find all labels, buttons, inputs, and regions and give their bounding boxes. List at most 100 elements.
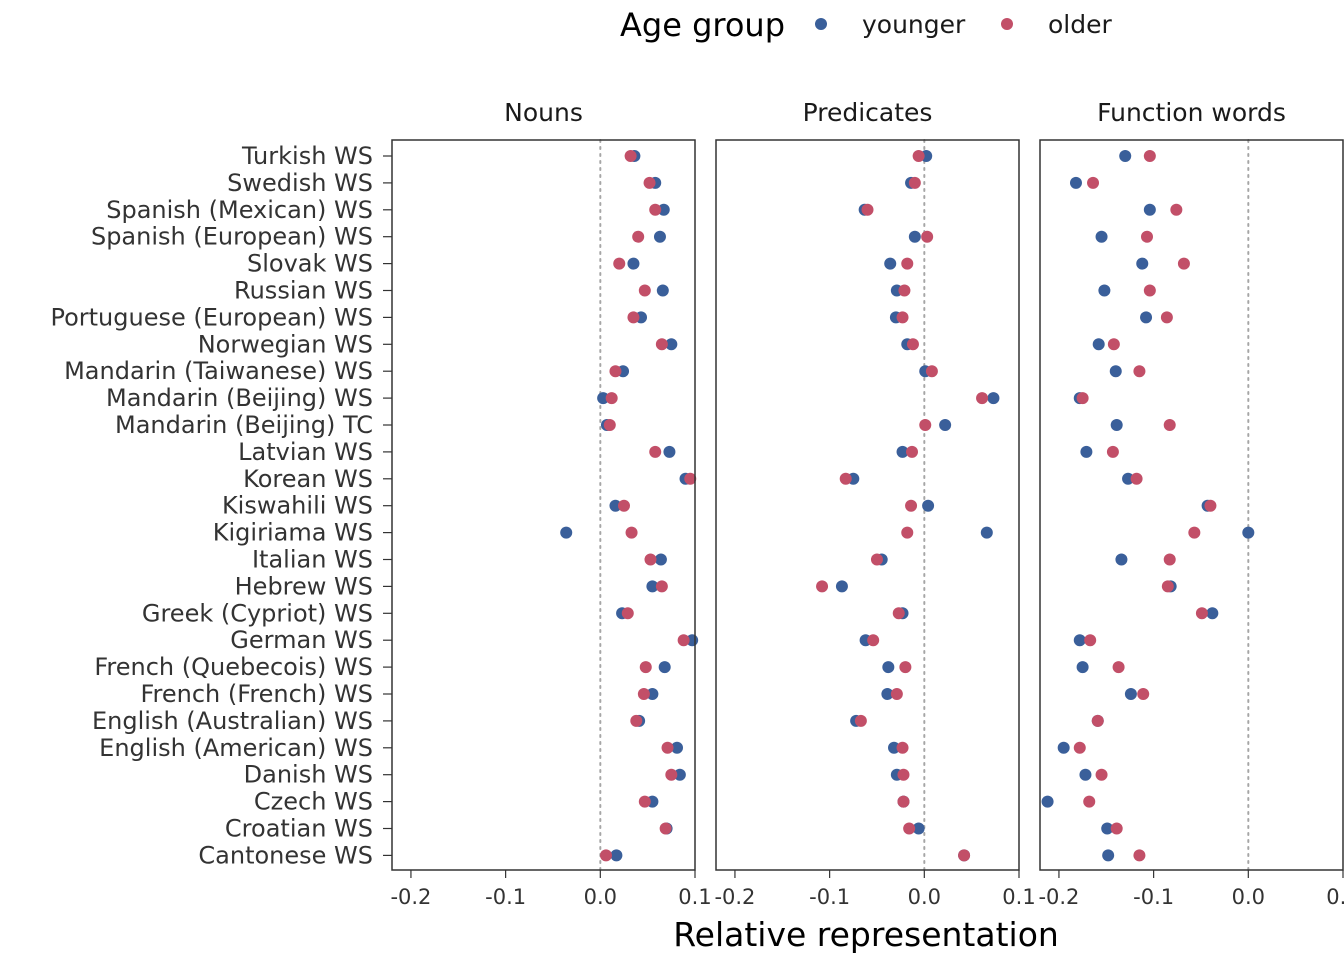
- point-younger-kigiriama-ws: [1242, 526, 1255, 539]
- point-younger-mandarin-beijing-tc: [939, 419, 952, 431]
- y-tick-label: Portuguese (European) WS: [50, 303, 373, 331]
- y-tick-label: Kigiriama WS: [213, 519, 373, 547]
- point-younger-czech-ws: [1041, 795, 1054, 808]
- point-younger-latvian-ws: [663, 445, 676, 458]
- point-older-slovak-ws: [901, 257, 914, 270]
- point-younger-spanish-european-ws: [653, 230, 666, 243]
- y-tick-label: Hebrew WS: [235, 572, 373, 600]
- y-tick-label: Kiswahili WS: [222, 492, 373, 520]
- point-younger-danish-ws: [1079, 768, 1092, 781]
- point-younger-norwegian-ws: [1092, 338, 1105, 351]
- point-older-kiswahili-ws: [1204, 499, 1217, 512]
- point-older-french-quebecois-ws: [639, 661, 652, 674]
- point-older-cantonese-ws: [599, 849, 612, 862]
- x-tick-label: -0.2: [1038, 885, 1079, 909]
- point-younger-korean-ws: [1122, 472, 1135, 485]
- point-older-swedish-ws: [1087, 176, 1100, 189]
- point-older-croatian-ws: [903, 822, 916, 835]
- point-older-russian-ws: [638, 284, 651, 297]
- point-younger-english-american-ws: [1057, 741, 1070, 754]
- y-tick-label: Mandarin (Taiwanese) WS: [64, 357, 373, 385]
- point-older-spanish-mexican-ws: [1170, 203, 1183, 216]
- point-older-english-american-ws: [661, 741, 674, 754]
- point-older-french-french-ws: [1137, 688, 1150, 700]
- point-younger-cantonese-ws: [610, 849, 623, 862]
- point-younger-mandarin-beijing-ws: [987, 392, 1000, 405]
- point-older-greek-cypriot-ws: [621, 607, 634, 620]
- point-older-portuguese-european-ws: [1160, 311, 1173, 324]
- point-older-swedish-ws: [908, 176, 921, 189]
- point-older-english-american-ws: [896, 741, 909, 754]
- y-tick-label: English (American) WS: [99, 734, 373, 762]
- point-older-czech-ws: [638, 795, 651, 808]
- point-older-english-australian-ws: [1091, 714, 1104, 727]
- point-older-hebrew-ws: [1161, 580, 1174, 593]
- y-tick-label: Mandarin (Beijing) WS: [106, 384, 373, 412]
- x-tick-label: -0.1: [485, 885, 526, 909]
- y-tick-label: French (Quebecois) WS: [94, 653, 373, 681]
- y-tick-label: Russian WS: [234, 277, 373, 305]
- legend-label-older: older: [1048, 10, 1112, 39]
- legend-title: Age group: [620, 6, 785, 44]
- point-older-korean-ws: [839, 472, 852, 485]
- facet-panels: Nouns -0.2 -0.1 0.0 0.1 Predicates -0.2 -0.1 0.0…: [390, 98, 1344, 909]
- point-younger-italian-ws: [654, 553, 667, 566]
- point-older-english-australian-ws: [630, 714, 643, 727]
- point-younger-french-french-ws: [646, 688, 659, 700]
- point-younger-kiswahili-ws: [922, 499, 935, 512]
- x-tick-label: 0.1: [1002, 885, 1035, 909]
- y-tick-label: Czech WS: [254, 788, 373, 816]
- point-younger-kigiriama-ws: [560, 526, 573, 539]
- point-older-mandarin-beijing-tc: [1163, 419, 1176, 431]
- point-older-english-american-ws: [1073, 741, 1086, 754]
- point-younger-danish-ws: [673, 768, 686, 781]
- point-younger-french-french-ws: [1124, 688, 1137, 700]
- y-tick-label: Italian WS: [252, 546, 373, 574]
- panel-predicates: Predicates -0.2 -0.1 0.0 0.1: [714, 98, 1035, 909]
- point-younger-hebrew-ws: [835, 580, 848, 593]
- y-tick-label: Spanish (Mexican) WS: [106, 196, 373, 224]
- y-tick-label: Korean WS: [243, 465, 373, 493]
- y-tick-label: Slovak WS: [247, 250, 373, 278]
- legend-marker-younger: [815, 18, 827, 30]
- point-older-czech-ws: [897, 795, 910, 808]
- point-younger-german-ws: [1073, 634, 1086, 647]
- point-older-french-french-ws: [890, 688, 903, 700]
- point-older-korean-ws: [1130, 472, 1143, 485]
- point-older-mandarin-beijing-ws: [605, 392, 618, 405]
- point-older-czech-ws: [1083, 795, 1096, 808]
- point-older-cantonese-ws: [958, 849, 971, 862]
- y-tick-label: English (Australian) WS: [92, 707, 373, 735]
- point-older-danish-ws: [1095, 768, 1108, 781]
- x-tick-label: 0.0: [584, 885, 617, 909]
- point-older-spanish-european-ws: [632, 230, 645, 243]
- point-older-german-ws: [1084, 634, 1097, 647]
- point-older-norwegian-ws: [906, 338, 919, 351]
- point-younger-mandarin-taiwanese-ws: [1109, 365, 1122, 378]
- panel-border: [715, 139, 1020, 871]
- point-older-hebrew-ws: [655, 580, 668, 593]
- point-younger-russian-ws: [656, 284, 669, 297]
- point-older-mandarin-beijing-tc: [603, 419, 616, 431]
- point-older-spanish-european-ws: [1140, 230, 1153, 243]
- point-younger-slovak-ws: [884, 257, 897, 270]
- x-axis-title: Relative representation: [673, 915, 1059, 954]
- point-older-turkish-ws: [912, 150, 925, 162]
- x-tick-label: 0.1: [678, 885, 711, 909]
- point-older-slovak-ws: [1177, 257, 1190, 270]
- point-younger-mandarin-beijing-ws: [597, 392, 610, 405]
- point-younger-latvian-ws: [1080, 445, 1093, 458]
- point-older-mandarin-beijing-ws: [1076, 392, 1089, 405]
- y-tick-label: Turkish WS: [241, 142, 373, 170]
- point-younger-spanish-mexican-ws: [1143, 203, 1156, 216]
- y-tick-label: German WS: [230, 626, 373, 654]
- panel-border: [391, 139, 696, 871]
- y-tick-label: Danish WS: [244, 761, 373, 789]
- y-tick-label: Mandarin (Beijing) TC: [115, 411, 373, 439]
- x-tick-label: 0.0: [1232, 885, 1265, 909]
- point-older-kigiriama-ws: [901, 526, 914, 539]
- point-older-italian-ws: [870, 553, 883, 566]
- point-older-danish-ws: [897, 768, 910, 781]
